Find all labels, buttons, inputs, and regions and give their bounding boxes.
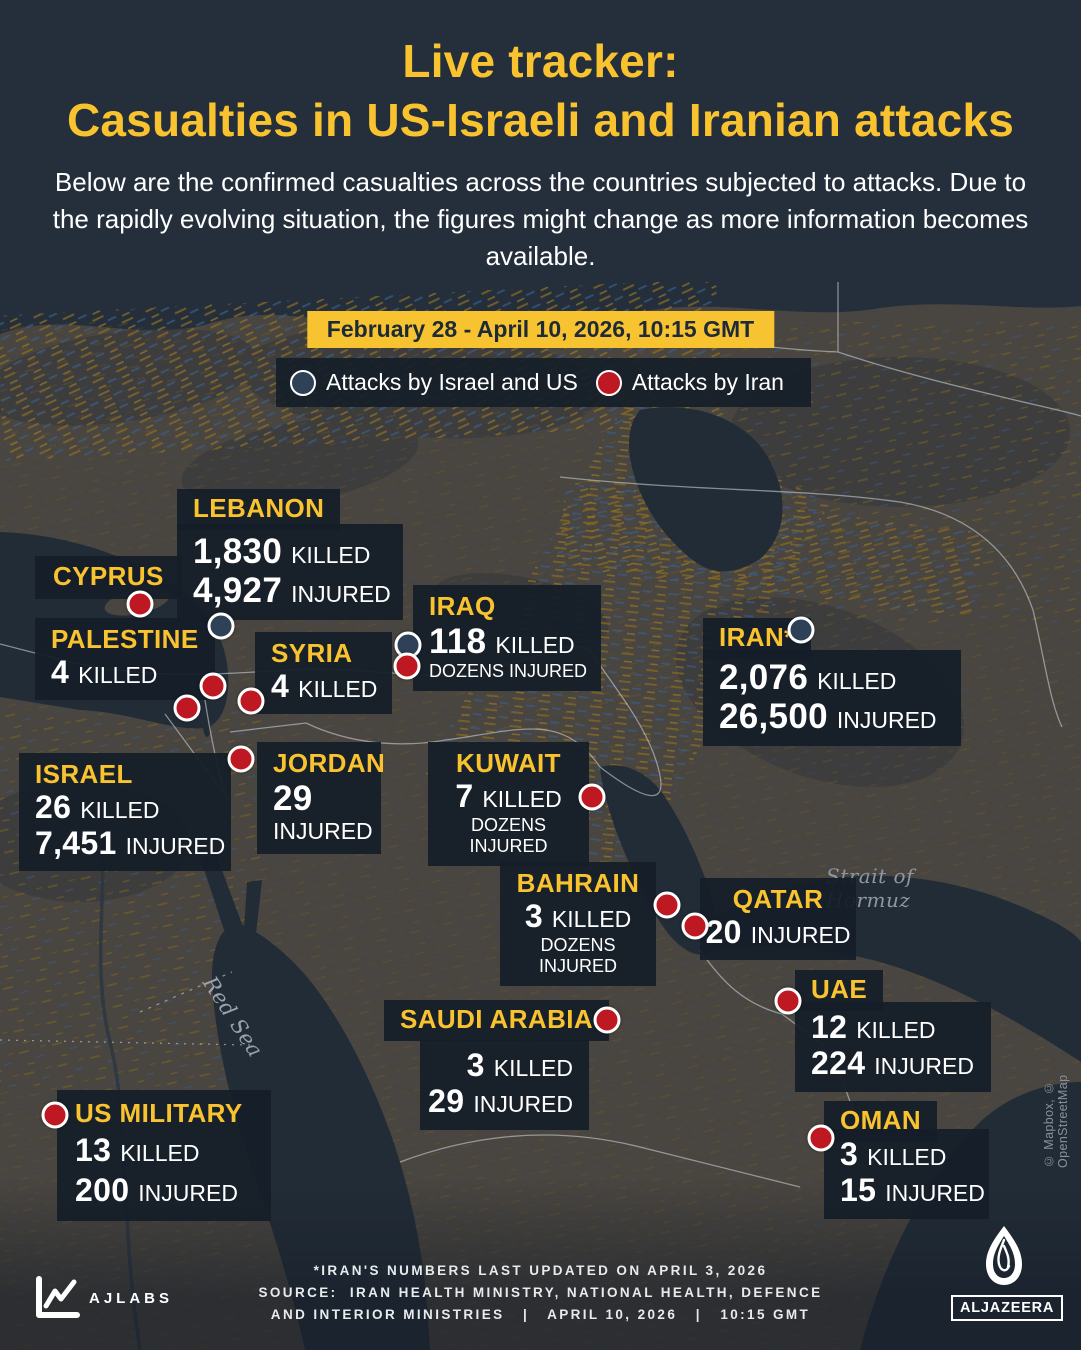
killed-row: 26 KILLED — [35, 789, 160, 825]
injured-row: 20 INJURED — [705, 914, 851, 950]
country-card-jordan: JORDAN 29 INJURED — [257, 742, 386, 855]
page-subtitle: Below are the confirmed casualties acros… — [52, 167, 1029, 272]
marker-iran-attack-gaza — [173, 694, 201, 722]
country-card-cyprus: CYPRUS — [35, 556, 182, 599]
killed-row: 3 KILLED — [840, 1136, 947, 1172]
injured-row: 200 INJURED — [75, 1171, 238, 1208]
page-title: Live tracker: Casualties in US-Israeli a… — [0, 32, 1081, 150]
dead-sea — [203, 711, 211, 737]
legend-label: Attacks by Iran — [631, 369, 784, 395]
ajlabs-chart-icon — [36, 1276, 80, 1318]
country-name: QATAR — [732, 884, 824, 914]
title-line2: Casualties in US-Israeli and Iranian att… — [66, 93, 1015, 146]
country-card-saudi-arabia: SAUDI ARABIA — [384, 1000, 610, 1041]
country-card-syria: SYRIA 4 KILLED — [255, 632, 392, 714]
country-stats-iran: 2,076 KILLED 26,500 INJURED — [703, 650, 961, 747]
country-card-bahrain: BAHRAIN 3 KILLED DOZENS INJURED — [500, 862, 656, 986]
marker-iran-attack-oman — [807, 1124, 835, 1152]
killed-row: 12 KILLED — [811, 1009, 936, 1045]
legend: Attacks by Israel and US Attacks by Iran — [276, 358, 811, 407]
ajlabs-wordmark: AJLABS — [89, 1289, 174, 1307]
country-name: ISRAEL — [35, 759, 133, 789]
injured-label: INJURED — [273, 818, 373, 845]
title-line1: Live tracker: — [402, 35, 679, 87]
country-name: US MILITARY — [75, 1098, 243, 1128]
killed-row: 4 KILLED — [271, 668, 378, 704]
ajlabs-logo: AJLABS — [34, 1276, 173, 1320]
gulf-of-aqaba — [244, 880, 262, 934]
killed-row: 13 KILLED — [75, 1132, 200, 1168]
blue-dot-icon — [290, 369, 316, 396]
country-stats-oman: 3 KILLED 15 INJURED — [824, 1129, 989, 1219]
country-stats-saudi-arabia: 3 KILLED 29 INJURED — [420, 1040, 589, 1130]
killed-row: 1,830 KILLED — [193, 532, 371, 571]
aljazeera-logo: ALJAZEERA — [951, 1226, 1064, 1321]
country-name: KUWAIT — [456, 748, 561, 778]
footer-source-line2: AND INTERIOR MINISTRIES | APRIL 10, 2026… — [270, 1307, 811, 1322]
country-card-iraq: IRAQ 118 KILLED DOZENS INJURED — [413, 585, 601, 692]
country-stats-lebanon: 1,830 KILLED 4,927 INJURED — [177, 524, 403, 621]
country-name: IRAQ — [429, 591, 496, 621]
caspian-sea — [629, 407, 783, 572]
country-name: SAUDI ARABIA — [400, 1004, 594, 1034]
marker-israel-us-attack-lebanon — [207, 612, 235, 640]
aljazeera-flame-icon — [986, 1226, 1022, 1285]
legend-label: Attacks by Israel and US — [326, 369, 578, 395]
gulf-of-suez — [200, 854, 242, 930]
country-name: JORDAN — [273, 748, 386, 778]
killed-row: 3 KILLED — [524, 898, 632, 934]
killed-row: 2,076 KILLED — [719, 658, 897, 697]
country-card-qatar: QATAR 20 INJURED — [700, 878, 856, 960]
injured-label: DOZENS INJURED — [469, 814, 548, 856]
killed-row: 7 KILLED — [455, 778, 562, 814]
country-name: IRAN* — [719, 622, 795, 652]
red-dot-icon — [595, 369, 622, 396]
marker-israel-us-attack-iran — [787, 616, 815, 644]
injured-row: 26,500 INJURED — [719, 697, 937, 737]
country-card-lebanon: LEBANON — [177, 489, 341, 530]
killed-row: 118 KILLED — [429, 622, 575, 661]
country-card-kuwait: KUWAIT 7 KILLED DOZENS INJURED — [428, 742, 589, 866]
marker-iran-attack-qatar — [681, 912, 709, 940]
injured-row: 29 INJURED — [428, 1082, 573, 1119]
injured-row: 7,451 INJURED — [35, 824, 226, 861]
marker-iran-attack-saudi-arabia — [593, 1006, 621, 1034]
country-card-us-military: US MILITARY 13 KILLED 200 INJURED — [57, 1090, 271, 1221]
marker-iran-attack-jordan — [227, 745, 255, 773]
injured-row: 224 INJURED — [811, 1044, 974, 1081]
marker-iran-attack-kuwait — [578, 783, 606, 811]
country-name: CYPRUS — [53, 561, 164, 591]
killed-row: 4 KILLED — [51, 654, 158, 690]
marker-iran-attack-uae — [774, 987, 802, 1015]
marker-iran-attack-palestine — [199, 672, 227, 700]
legend-item-iran: Attacks by Iran — [595, 369, 784, 396]
injured-row: 29 — [273, 779, 313, 818]
footer-source-line1: SOURCE: IRAN HEALTH MINISTRY, NATIONAL H… — [258, 1285, 823, 1300]
killed-row: 3 KILLED — [466, 1047, 573, 1083]
injured-row: 15 INJURED — [840, 1171, 985, 1208]
marker-iran-attack-iraq — [393, 652, 421, 680]
country-card-palestine: PALESTINE 4 KILLED — [35, 618, 215, 700]
country-name: PALESTINE — [51, 624, 199, 654]
footer-note: *IRAN'S NUMBERS LAST UPDATED ON APRIL 3,… — [313, 1263, 768, 1278]
country-card-israel: ISRAEL 26 KILLED 7,451 INJURED — [19, 753, 231, 871]
date-range-badge: February 28 - April 10, 2026, 10:15 GMT — [306, 311, 775, 348]
injured-label: DOZENS INJURED — [538, 934, 617, 976]
marker-iran-attack-cyprus — [126, 590, 154, 618]
aljazeera-wordmark: ALJAZEERA — [951, 1295, 1064, 1321]
marker-iran-attack-syria — [237, 687, 265, 715]
marker-iran-attack-bahrain — [653, 891, 681, 919]
country-name: SYRIA — [271, 638, 353, 668]
country-name: LEBANON — [193, 493, 325, 523]
country-stats-uae: 12 KILLED 224 INJURED — [795, 1002, 991, 1092]
map-attribution: © Mapbox, © OpenStreetMap — [1042, 1074, 1070, 1168]
injured-row: DOZENS INJURED — [429, 661, 588, 682]
country-name: UAE — [811, 974, 868, 1004]
persian-gulf — [600, 765, 719, 955]
legend-item-israel-us: Attacks by Israel and US — [290, 369, 578, 396]
country-name: BAHRAIN — [516, 868, 640, 898]
marker-iran-attack-us-military — [41, 1101, 69, 1129]
injured-row: 4,927 INJURED — [193, 571, 391, 611]
